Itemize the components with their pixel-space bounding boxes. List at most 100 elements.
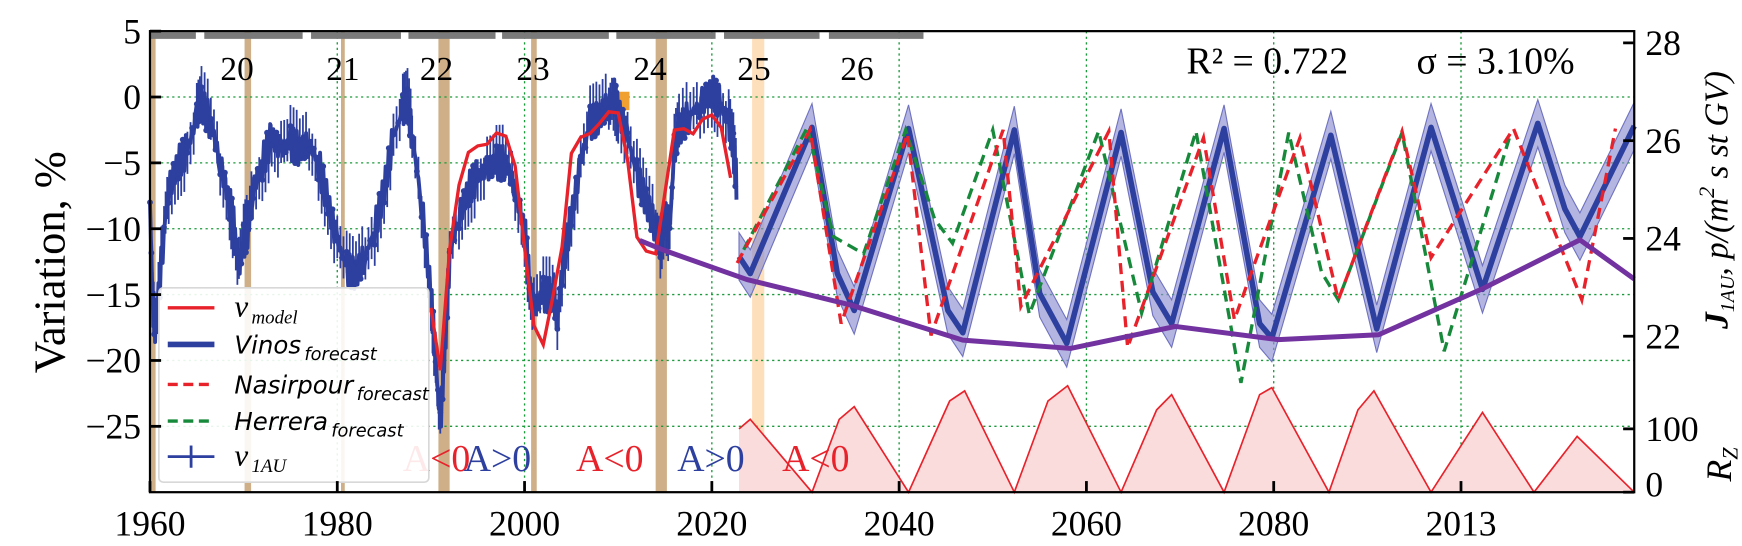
v1au-point [624, 130, 631, 136]
right-axis-label-flux: J1AU, p/(m2 s st GV) [1694, 71, 1739, 330]
v1au-point [488, 173, 495, 180]
y-tick-label: −5 [103, 143, 141, 183]
v1au-point [395, 120, 402, 126]
legend-label-main: Herrera [234, 407, 328, 436]
v1au-point [371, 241, 378, 248]
v1au-point [367, 237, 373, 244]
flux-label-units: , p/(m [1699, 198, 1736, 276]
v1au-point [282, 149, 289, 156]
legend-label-main: v [234, 289, 248, 324]
v1au-point [278, 139, 284, 145]
legend-label-sub: forecast [357, 385, 430, 405]
v1au-point [306, 146, 313, 153]
v1au-point [596, 102, 603, 109]
rz-fill-area [739, 385, 1635, 493]
v1au-point [708, 103, 715, 110]
v1au-point [573, 174, 579, 181]
v1au-point [692, 109, 699, 115]
right-flux-tick-label: 28 [1645, 23, 1681, 63]
v1au-point [470, 162, 476, 169]
y-tick-label: −10 [85, 209, 141, 249]
j1au-flux-line [638, 237, 1636, 351]
v1au-point [732, 183, 739, 190]
solar-cycle-label: 21 [326, 51, 359, 88]
v1au-point [582, 144, 589, 151]
v1au-point [329, 206, 336, 213]
v1au-point [409, 133, 416, 140]
v1au-point [250, 195, 256, 202]
right-flux-tick-label: 22 [1645, 316, 1681, 356]
v1au-point [669, 184, 675, 191]
v1au-point [207, 115, 214, 122]
solar-cycle-labels: 20 21 22 23 24 25 26 [220, 51, 873, 88]
v1au-point [676, 111, 682, 118]
v1au-point [456, 225, 462, 232]
v1au-point [657, 254, 664, 261]
v1au-point [325, 210, 331, 217]
solar-cycle-label: 25 [737, 51, 770, 88]
v1au-point [435, 387, 441, 393]
x-tick-label: 1960 [114, 504, 185, 544]
v1au-point [165, 200, 172, 206]
right-flux-tick-label: 26 [1645, 121, 1681, 161]
v1au-point [638, 201, 645, 208]
v1au-point [666, 225, 673, 232]
v1au-point [451, 237, 458, 244]
x-tick-label: 2060 [1051, 504, 1122, 544]
v1au-point [484, 154, 490, 161]
v1au-point [591, 133, 598, 140]
legend-label-main: Nasirpour [234, 370, 355, 399]
sigma-annotation: σ = 3.10% [1416, 40, 1574, 82]
v1au-point [301, 155, 308, 162]
right-flux-tick-label: 24 [1645, 219, 1681, 259]
v1au-point [512, 196, 519, 203]
v1au-point [587, 103, 593, 110]
v1au-point [725, 107, 732, 114]
polarity-label: A<0 [576, 438, 643, 480]
v1au-point [273, 129, 280, 136]
v1au-point [390, 131, 397, 138]
v1au-point [247, 215, 254, 222]
v1au-line [148, 74, 739, 429]
v1au-point [152, 315, 159, 322]
legend-label: Herrera forecast [234, 407, 404, 442]
v1au-point [353, 259, 359, 266]
axis-ticks: 1960 1980 2000 2020 2040 2060 2080 2013 5 0 −5 −10 −… [85, 11, 1698, 543]
y-tick-label: −25 [85, 407, 141, 447]
legend-label-main: Vinos [234, 330, 301, 359]
right-axis-label-rz: RZ [1699, 447, 1742, 483]
v1au-point [334, 234, 341, 240]
v1au-point [179, 136, 186, 143]
x-tick-label: 2080 [1238, 504, 1309, 544]
v1au-point [320, 163, 327, 170]
v1au-point [198, 84, 205, 91]
v1au-point [643, 186, 650, 192]
v1au-point [161, 224, 167, 231]
solar-cycle-label: 20 [220, 51, 253, 88]
v1au-point [524, 235, 530, 241]
v1au-point [236, 254, 242, 261]
y-tick-label: 5 [123, 11, 141, 51]
v1au-point [189, 125, 196, 131]
x-tick-label: 2020 [676, 504, 747, 544]
series-layer [147, 66, 1637, 434]
nasirpour-forecast-line [735, 124, 1618, 348]
v1au-point [493, 143, 500, 149]
solar-cycle-label: 24 [633, 51, 667, 88]
r-squared-annotation: R² = 0.722 [1187, 40, 1349, 82]
v1au-point [163, 209, 170, 216]
v1au-point [362, 255, 369, 262]
v1au-point [730, 130, 737, 137]
legend-box [158, 286, 430, 484]
v1au-point [310, 145, 317, 152]
v1au-point [662, 226, 668, 233]
v1au-point [170, 160, 177, 167]
v1au-point [652, 227, 659, 234]
v1au-point [552, 315, 558, 322]
v1au-point [681, 135, 688, 141]
v1au-point [193, 101, 200, 107]
v1au-point [439, 396, 446, 403]
v1au-point [292, 160, 299, 167]
legend-label-sub: model [252, 307, 298, 328]
v1au-point [315, 176, 322, 183]
